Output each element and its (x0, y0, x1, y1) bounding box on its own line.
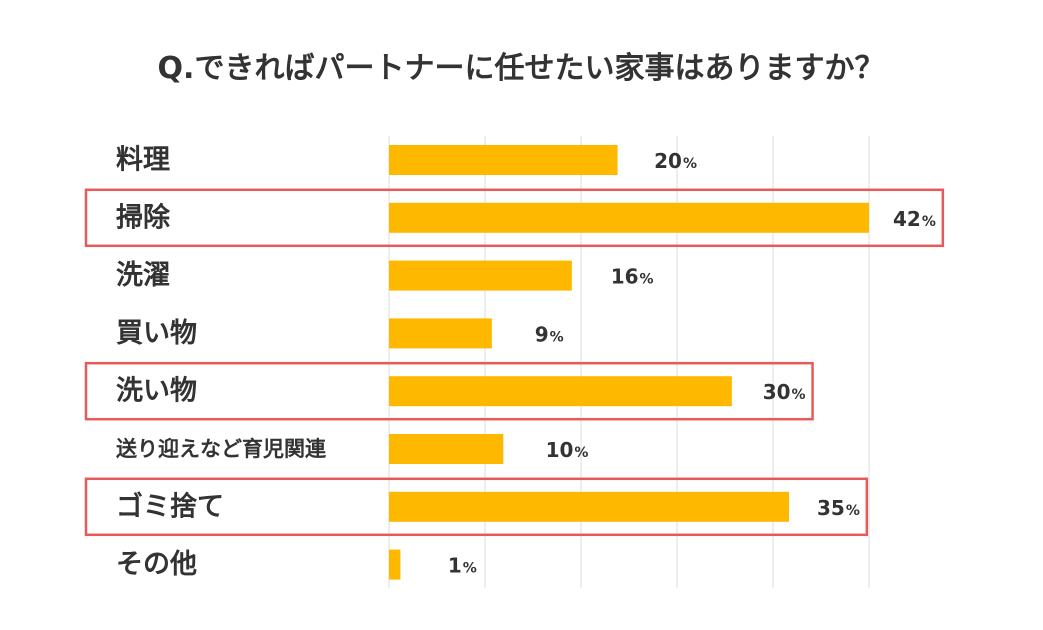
highlight-box (84, 477, 869, 537)
chart-title: Q.できればパートナーに任せたい家事はありますか？ (158, 51, 885, 86)
category-label: 掃除 (116, 201, 171, 233)
highlight-box (84, 361, 814, 421)
category-label: 送り迎えなど育児関連 (116, 437, 327, 461)
bar (389, 145, 618, 175)
value-label: 16% (611, 265, 654, 289)
value-label: 30% (763, 380, 806, 404)
bar (389, 202, 869, 233)
bars (389, 145, 869, 580)
bar (389, 260, 572, 291)
category-label: ゴミ捨て (116, 490, 224, 522)
value-label: 35% (817, 496, 860, 520)
bar (389, 434, 504, 464)
bar (389, 549, 401, 580)
value-label: 10% (546, 438, 589, 462)
value-label: 42% (893, 207, 936, 231)
category-label: 洗濯 (116, 260, 170, 291)
category-label: 洗い物 (116, 376, 197, 407)
value-labels: 20% 42% 16% 9% 30% 10% 35% 1% (448, 149, 936, 578)
bar (389, 376, 732, 407)
category-label: 料理 (116, 145, 170, 176)
highlight-boxes (84, 188, 945, 537)
category-label: その他 (116, 549, 197, 580)
bar (389, 491, 789, 522)
highlight-box (84, 188, 945, 248)
category-label: 買い物 (116, 318, 197, 349)
value-label: 1% (448, 554, 477, 578)
value-label: 9% (535, 322, 564, 346)
bar (389, 318, 492, 349)
value-label: 20% (654, 149, 697, 173)
